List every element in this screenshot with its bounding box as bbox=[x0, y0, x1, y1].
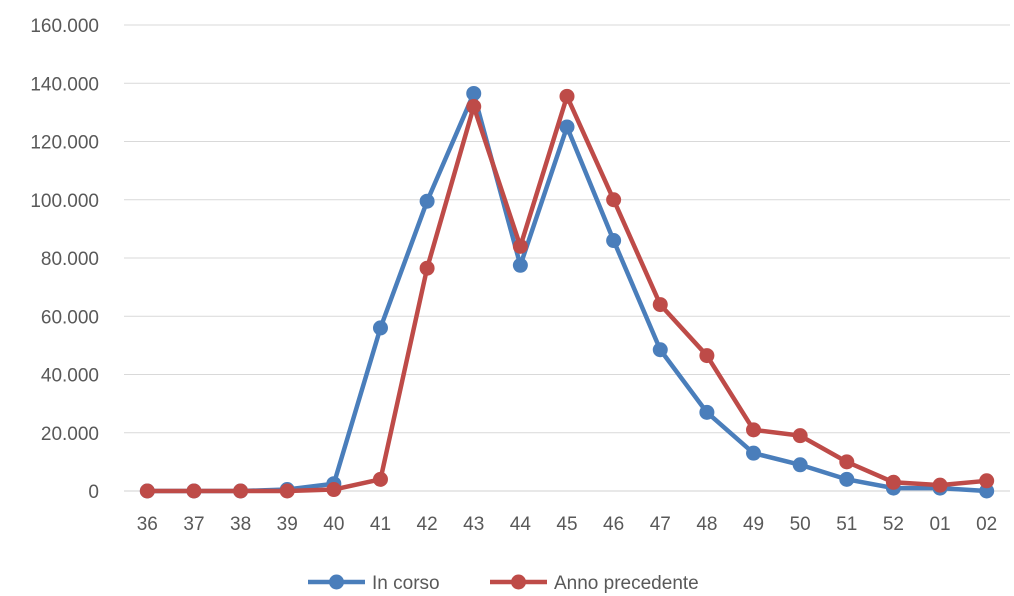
y-tick-label: 140.000 bbox=[30, 74, 99, 95]
data-point bbox=[186, 483, 202, 499]
y-tick-label: 100.000 bbox=[30, 191, 99, 212]
legend-label: Anno precedente bbox=[554, 573, 699, 594]
y-tick-label: 20.000 bbox=[41, 424, 99, 445]
data-point bbox=[466, 99, 482, 115]
data-point bbox=[419, 260, 435, 276]
grid-lines bbox=[124, 24, 1010, 492]
data-point bbox=[606, 233, 622, 249]
data-point bbox=[559, 119, 575, 135]
series-layer bbox=[139, 85, 995, 499]
series-2 bbox=[139, 88, 995, 499]
data-point bbox=[606, 192, 622, 208]
data-point bbox=[512, 238, 528, 254]
legend-label: In corso bbox=[372, 573, 440, 594]
legend-marker bbox=[329, 574, 344, 590]
data-point bbox=[839, 454, 855, 470]
y-axis-tick-labels: 0 20.000 40.000 60.000 80.000 100.000 120.000 1… bbox=[30, 16, 99, 503]
data-point bbox=[512, 257, 528, 273]
data-point bbox=[139, 483, 155, 499]
y-tick-label: 0 bbox=[88, 482, 99, 503]
y-tick-label: 120.000 bbox=[30, 133, 99, 154]
series-line bbox=[145, 94, 989, 494]
x-tick-label: 41 bbox=[370, 514, 391, 535]
x-tick-label: 47 bbox=[650, 514, 671, 535]
y-tick-label: 60.000 bbox=[41, 307, 99, 328]
data-point bbox=[699, 404, 715, 420]
y-tick-label: 40.000 bbox=[41, 366, 99, 387]
y-tick-label: 160.000 bbox=[30, 16, 99, 37]
data-point bbox=[746, 422, 762, 438]
data-point bbox=[326, 482, 342, 498]
x-tick-label: 45 bbox=[556, 514, 577, 535]
data-point bbox=[839, 471, 855, 487]
data-point bbox=[279, 483, 295, 499]
data-point bbox=[979, 473, 995, 489]
x-tick-label: 36 bbox=[137, 514, 158, 535]
data-point bbox=[699, 348, 715, 364]
x-tick-label: 42 bbox=[417, 514, 438, 535]
series-1 bbox=[139, 85, 995, 499]
x-tick-label: 37 bbox=[183, 514, 204, 535]
x-tick-label: 46 bbox=[603, 514, 624, 535]
x-tick-label: 02 bbox=[976, 514, 997, 535]
data-point bbox=[372, 471, 388, 487]
x-tick-label: 39 bbox=[277, 514, 298, 535]
data-point bbox=[932, 477, 948, 493]
series-line bbox=[145, 91, 989, 494]
data-point bbox=[652, 342, 668, 358]
x-tick-label: 01 bbox=[929, 514, 950, 535]
x-tick-label: 49 bbox=[743, 514, 764, 535]
x-tick-label: 43 bbox=[463, 514, 484, 535]
x-tick-label: 51 bbox=[836, 514, 857, 535]
data-point bbox=[792, 428, 808, 444]
data-point bbox=[652, 297, 668, 313]
data-point bbox=[419, 193, 435, 209]
data-point bbox=[792, 457, 808, 473]
data-point bbox=[372, 320, 388, 336]
y-tick-label: 80.000 bbox=[41, 249, 99, 270]
data-point bbox=[885, 474, 901, 490]
x-axis-tick-labels: 36 37 38 39 40 41 42 43 44 45 46 47 48 49 50 51 52 01 02 bbox=[137, 514, 998, 535]
x-tick-label: 52 bbox=[883, 514, 904, 535]
x-tick-label: 40 bbox=[323, 514, 344, 535]
data-point bbox=[466, 85, 482, 101]
legend: In corso Anno precedente bbox=[308, 573, 699, 594]
data-point bbox=[559, 88, 575, 104]
x-tick-label: 48 bbox=[696, 514, 717, 535]
x-tick-label: 50 bbox=[790, 514, 811, 535]
data-point bbox=[746, 445, 762, 461]
legend-marker bbox=[511, 574, 526, 590]
x-tick-label: 38 bbox=[230, 514, 251, 535]
data-point bbox=[233, 483, 249, 499]
x-tick-label: 44 bbox=[510, 514, 532, 535]
